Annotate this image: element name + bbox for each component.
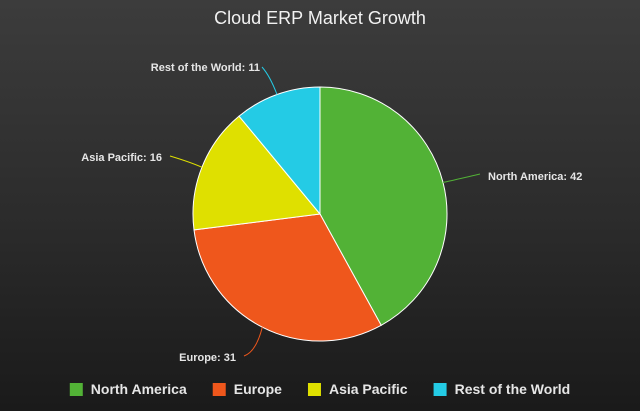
label-connectors <box>169 66 481 357</box>
data-label-rest-of-the-world: Rest of the World: 11 <box>151 62 260 74</box>
data-label-asia-pacific: Asia Pacific: 16 <box>81 152 162 164</box>
legend-item-asia-pacific[interactable]: Asia Pacific <box>307 381 408 397</box>
pie-slices <box>192 86 448 342</box>
legend-label-rest-of-the-world: Rest of the World <box>455 381 571 397</box>
legend-item-north-america[interactable]: North America <box>69 381 187 397</box>
chart-title: Cloud ERP Market Growth <box>214 8 426 28</box>
label-connector-europe <box>243 327 263 357</box>
data-label-north-america: North America: 42 <box>488 171 582 183</box>
legend-item-europe[interactable]: Europe <box>212 381 282 397</box>
pie-slice-europe[interactable] <box>193 213 382 342</box>
legend-swatch-north-america <box>69 383 83 396</box>
legend: North America Europe Asia Pacific Rest of t… <box>69 381 571 397</box>
data-label-europe: Europe: 31 <box>179 352 236 364</box>
legend-label-asia-pacific: Asia Pacific <box>329 381 408 397</box>
legend-swatch-europe <box>212 383 226 396</box>
data-labels: North America: 42 Europe: 31 Asia Pacific:… <box>81 62 582 364</box>
label-connector-rest-of-the-world <box>261 66 278 95</box>
pie-slice-rest-of-the-world[interactable] <box>238 86 321 216</box>
label-connector-north-america <box>442 173 481 183</box>
label-connector-asia-pacific <box>169 155 203 168</box>
legend-swatch-asia-pacific <box>307 383 321 396</box>
legend-swatch-rest-of-the-world <box>433 383 447 396</box>
legend-item-rest-of-the-world[interactable]: Rest of the World <box>433 381 571 397</box>
legend-label-north-america: North America <box>91 381 187 397</box>
legend-label-europe: Europe <box>234 381 282 397</box>
